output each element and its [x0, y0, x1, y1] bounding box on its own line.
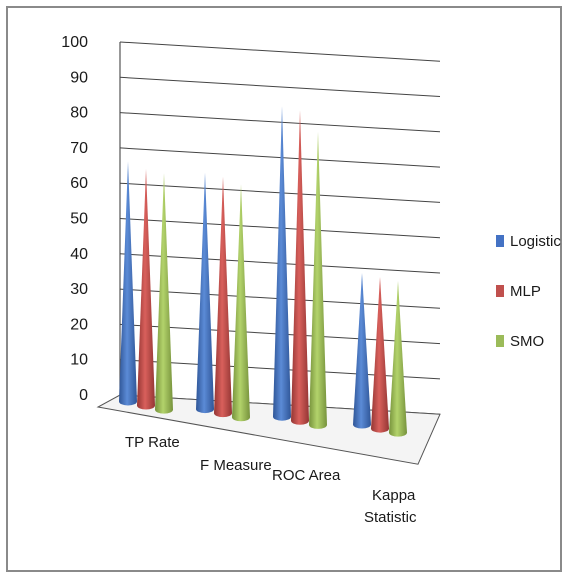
y-tick-label: 50	[70, 211, 88, 228]
legend-item-smo: SMO	[496, 333, 544, 350]
y-tick-label: 60	[70, 175, 88, 192]
cone-mlp-0	[137, 169, 155, 410]
cone-mlp-2	[291, 110, 309, 425]
cone-smo-1	[232, 184, 250, 422]
y-tick-label: 80	[70, 105, 88, 122]
legend-label: SMO	[510, 333, 544, 350]
cone-logistic-3	[353, 272, 371, 429]
y-tick-label: 10	[70, 352, 88, 369]
legend-swatch	[496, 235, 504, 247]
plot-area	[119, 106, 407, 437]
x-tick-label: F Measure	[200, 457, 272, 474]
legend-item-mlp: MLP	[496, 283, 541, 300]
cone-smo-3	[389, 280, 407, 437]
legend-swatch	[496, 285, 504, 297]
gridline	[119, 76, 441, 97]
legend-label: MLP	[510, 283, 541, 300]
y-tick-label: 40	[70, 246, 88, 263]
cone-mlp-3	[371, 276, 389, 433]
y-axis-ticks: 0 10 20 30 40 50 60 70 80 90 100	[61, 34, 88, 404]
y-tick-label: 30	[70, 281, 88, 298]
y-tick-label: 0	[79, 387, 88, 404]
legend-label: Logistic	[510, 233, 561, 250]
y-tick-label: 100	[61, 34, 88, 51]
y-tick-label: 70	[70, 140, 88, 157]
legend-item-logistic: Logistic	[496, 233, 561, 250]
legend-swatch	[496, 335, 504, 347]
y-tick-label: 20	[70, 316, 88, 333]
gridline	[119, 112, 441, 133]
cone-logistic-2	[273, 106, 291, 421]
cone-smo-2	[309, 131, 327, 429]
x-tick-label: Kappa Statistic	[364, 487, 417, 526]
y-tick-label: 90	[70, 69, 88, 86]
gridline	[119, 41, 441, 62]
x-tick-label: TP Rate	[125, 434, 180, 451]
gridline	[119, 147, 441, 168]
cone-mlp-1	[214, 176, 232, 418]
cone-logistic-0	[119, 161, 137, 406]
x-tick-label: ROC Area	[272, 467, 341, 484]
cone-logistic-1	[196, 172, 214, 414]
chart-walls	[96, 41, 441, 465]
legend: Logistic MLP SMO	[496, 233, 561, 350]
cone-smo-0	[155, 173, 173, 414]
